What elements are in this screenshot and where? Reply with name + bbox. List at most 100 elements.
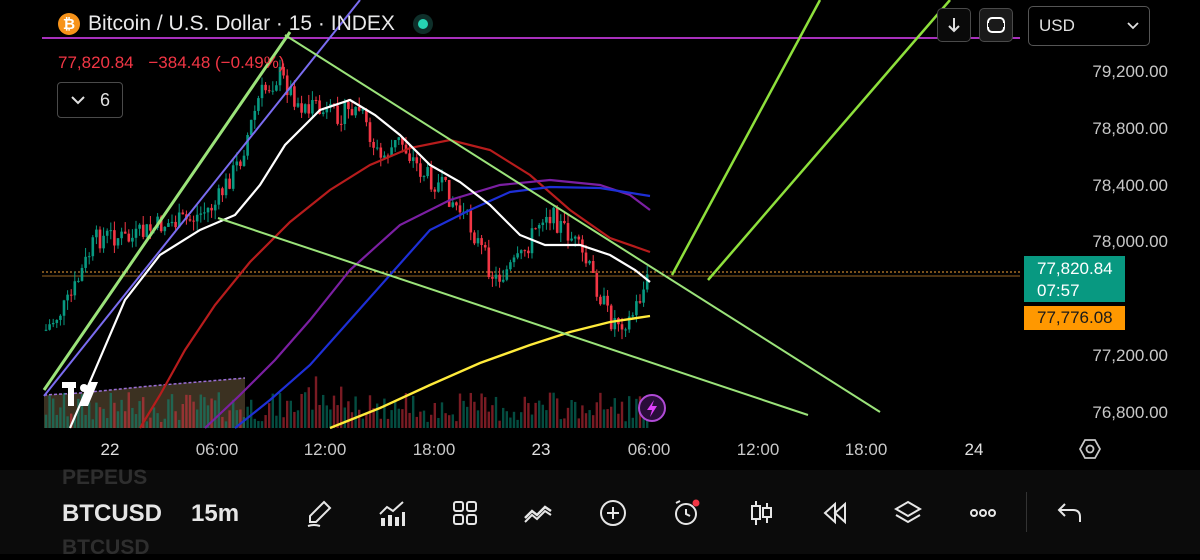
currency-select[interactable]: USD bbox=[1028, 6, 1150, 46]
replay-button[interactable] bbox=[818, 496, 852, 530]
chart-type-button[interactable] bbox=[744, 496, 778, 530]
currency-value: USD bbox=[1039, 16, 1075, 35]
volume-bar bbox=[386, 418, 390, 428]
candle-body bbox=[375, 147, 379, 149]
candle-body bbox=[311, 100, 314, 114]
volume-bar bbox=[224, 421, 228, 428]
volume-bar bbox=[394, 400, 397, 428]
candle-body bbox=[321, 112, 325, 115]
add-button[interactable] bbox=[596, 496, 630, 530]
volume-bar bbox=[206, 405, 210, 428]
volume-bar bbox=[347, 401, 350, 428]
volume-bar bbox=[408, 412, 411, 428]
volume-bar bbox=[84, 414, 87, 428]
arrow-down-icon bbox=[948, 18, 960, 33]
volume-bar bbox=[300, 393, 303, 428]
scroll-down-button[interactable] bbox=[937, 8, 971, 42]
volume-bar bbox=[343, 407, 346, 428]
more-button[interactable] bbox=[966, 496, 1000, 530]
volume-bar bbox=[498, 420, 501, 428]
candle-body bbox=[267, 90, 271, 92]
candle-body bbox=[350, 109, 354, 116]
time-tick: 06:00 bbox=[195, 440, 239, 459]
candle-body bbox=[120, 231, 123, 239]
candle-body bbox=[192, 220, 195, 222]
candle-body bbox=[80, 267, 84, 281]
volume-bar bbox=[469, 392, 472, 428]
volume-bar bbox=[293, 411, 296, 428]
timeframe-button[interactable]: 15m bbox=[191, 500, 240, 527]
volume-bar bbox=[314, 376, 318, 428]
indicators-button[interactable] bbox=[375, 496, 409, 530]
candle-body bbox=[541, 222, 545, 226]
candle-body bbox=[606, 295, 609, 306]
volume-bar bbox=[444, 413, 447, 428]
volume-bar bbox=[376, 403, 379, 428]
volume-bar bbox=[552, 392, 555, 428]
candle-body bbox=[559, 220, 563, 233]
symbol-button[interactable]: BTCUSD bbox=[62, 500, 162, 527]
event-lightning-icon bbox=[638, 394, 666, 422]
ma-purple bbox=[204, 178, 651, 429]
symbol-header[interactable]: ₿ Bitcoin / U.S. Dollar · 15 · INDEX bbox=[58, 12, 433, 36]
volume-bar bbox=[451, 414, 454, 428]
volume-bar bbox=[311, 409, 314, 428]
candle-body bbox=[62, 300, 66, 316]
symbol-list-prev[interactable]: PEPEUS bbox=[62, 466, 148, 489]
volume-bar bbox=[120, 399, 123, 428]
volume-bar bbox=[163, 418, 166, 428]
candle-body bbox=[365, 109, 368, 123]
candle-body bbox=[498, 274, 501, 282]
candle-body bbox=[595, 272, 599, 297]
volume-bar bbox=[548, 392, 552, 428]
volume-bar bbox=[98, 407, 102, 428]
layers-button[interactable] bbox=[891, 496, 925, 530]
candle-body bbox=[123, 231, 127, 234]
symbol-list-next[interactable]: BTCUSD bbox=[62, 536, 150, 559]
undo-button[interactable] bbox=[1053, 496, 1087, 530]
volume-bar bbox=[628, 396, 631, 428]
indicators-toggle-button[interactable]: 6 bbox=[57, 82, 123, 118]
price-tick: 78,800.00 bbox=[1092, 119, 1168, 138]
candle-body bbox=[642, 289, 645, 303]
volume-bar bbox=[210, 398, 213, 428]
volume-bar bbox=[624, 421, 627, 428]
volume-bar bbox=[156, 413, 159, 428]
volume-bar bbox=[433, 402, 436, 428]
layout-button[interactable] bbox=[448, 496, 482, 530]
fullscreen-button[interactable] bbox=[979, 8, 1013, 42]
candle-body bbox=[473, 232, 476, 244]
volume-bar bbox=[170, 394, 174, 428]
volume-bar bbox=[379, 418, 382, 428]
chart-canvas[interactable] bbox=[0, 0, 1200, 470]
alert-button[interactable] bbox=[669, 496, 703, 530]
candle-body bbox=[278, 66, 282, 86]
volume-bar bbox=[592, 415, 595, 428]
brush-button[interactable] bbox=[302, 496, 336, 530]
volume-bar bbox=[466, 406, 469, 428]
candle-body bbox=[469, 210, 473, 233]
candle-body bbox=[401, 137, 404, 145]
volume-bar bbox=[131, 407, 134, 428]
candle-body bbox=[181, 212, 185, 215]
volume-bar bbox=[545, 410, 548, 428]
symbol-title[interactable]: Bitcoin / U.S. Dollar · 15 · INDEX bbox=[88, 12, 395, 35]
volume-bar bbox=[325, 405, 328, 428]
replay-icon bbox=[823, 501, 846, 525]
volume-bar bbox=[358, 409, 361, 428]
volume-bar bbox=[232, 399, 235, 428]
volume-bar bbox=[541, 404, 544, 428]
volume-bar bbox=[217, 392, 220, 428]
ohlc-values: 77,820.84 −384.48 (−0.49%) bbox=[58, 53, 284, 73]
volume-bar bbox=[124, 411, 127, 428]
candle-body bbox=[411, 157, 415, 161]
trend-line-support bbox=[42, 31, 292, 391]
more-icon bbox=[970, 509, 996, 517]
volume-bar bbox=[397, 408, 400, 428]
settings-icon[interactable] bbox=[1079, 438, 1101, 460]
drawings-button[interactable] bbox=[521, 496, 555, 530]
candle-body bbox=[300, 103, 303, 113]
candle-body bbox=[159, 216, 163, 232]
time-tick: 23 bbox=[531, 440, 551, 459]
time-tick: 12:00 bbox=[736, 440, 780, 459]
